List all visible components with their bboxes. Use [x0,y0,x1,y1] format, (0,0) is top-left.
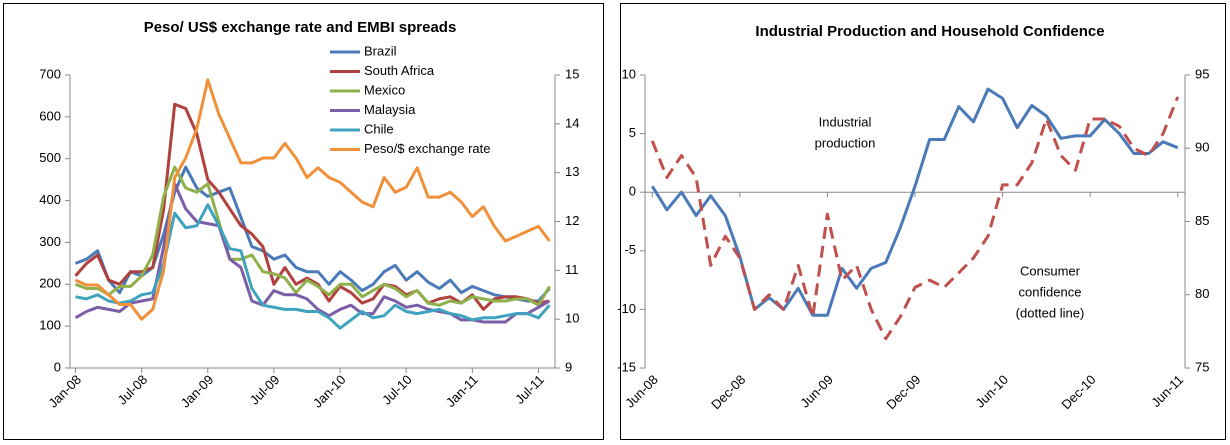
y2-tick-label: 85 [1195,213,1209,228]
legend-label: Mexico [364,82,405,97]
x-tick-label: Jul-09 [247,372,283,408]
legend-label: Brazil [364,43,397,58]
series-line [651,87,1179,317]
y2-tick-label: 14 [565,115,579,130]
chart-title: Industrial Production and Household Conf… [755,23,1104,40]
x-tick-label: Dec-09 [883,372,923,412]
x-tick-label: Jan-09 [178,372,217,411]
series-line [650,96,1180,341]
y-tick-label: -5 [624,242,636,257]
y2-tick-label: 15 [565,66,579,81]
legend-label: Malaysia [364,102,416,117]
x-tick-label: Jul-11 [512,372,547,407]
y-tick-label: 500 [39,150,61,165]
legend-label: South Africa [364,63,435,78]
y-tick-label: 600 [39,108,61,123]
y-tick-label: -10 [617,301,636,316]
y-tick-label: 400 [39,192,61,207]
y2-tick-label: 95 [1195,66,1209,81]
chart-title: Peso/ US$ exchange rate and EMBI spreads [144,19,457,36]
annotation: Consumer [1020,263,1081,278]
x-tick-label: Jan-11 [443,372,481,410]
x-tick-label: Dec-08 [708,372,748,412]
y2-tick-label: 90 [1195,140,1209,155]
y-tick-label: 200 [39,276,61,291]
legend-label: Peso/$ exchange rate [364,141,490,156]
x-tick-label: Jun-11 [1148,372,1186,410]
annotation: Industrial [819,114,872,129]
x-tick-label: Dec-10 [1058,372,1098,412]
y2-tick-label: 80 [1195,286,1209,301]
x-tick-label: Jul-10 [379,372,415,408]
y2-tick-label: 10 [565,311,579,326]
chart-frame [620,3,1226,440]
y2-tick-label: 13 [565,164,579,179]
annotation: (dotted line) [1016,305,1085,320]
y2-tick-label: 12 [565,213,579,228]
series-line [74,102,550,311]
x-tick-label: Jun-08 [622,372,661,411]
x-tick-label: Jun-10 [972,372,1011,411]
annotation: confidence [1019,284,1082,299]
y2-tick-label: 9 [565,359,572,374]
y-tick-label: 0 [54,359,61,374]
x-tick-label: Jan-08 [45,372,84,411]
y-tick-label: 100 [39,318,61,333]
chart-frame [3,3,604,440]
legend-label: Chile [364,121,394,136]
y2-tick-label: 11 [565,262,579,277]
annotation: production [815,135,876,150]
y-tick-label: 5 [629,125,636,140]
series-line [74,165,551,307]
x-tick-label: Jun-09 [797,372,836,411]
y-tick-label: 300 [39,234,61,249]
y-tick-label: 10 [622,66,636,81]
y-tick-label: 0 [629,184,636,199]
y-tick-label: -15 [617,359,636,374]
x-tick-label: Jul-08 [115,372,151,408]
x-tick-label: Jan-10 [310,372,349,411]
y2-tick-label: 75 [1195,359,1209,374]
y-tick-label: 700 [39,66,61,81]
series-line [74,78,551,321]
series-line [75,203,551,330]
